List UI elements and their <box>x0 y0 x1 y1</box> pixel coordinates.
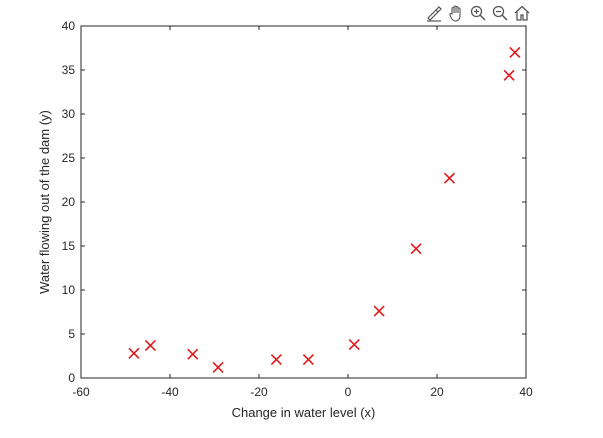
data-point-marker <box>373 305 385 317</box>
x-tick-label: 40 <box>519 385 533 399</box>
data-point-marker <box>212 361 224 374</box>
data-point-marker <box>128 347 140 359</box>
x-tick-label: 0 <box>345 385 352 399</box>
y-axis: 0 5 10 15 20 25 30 35 40 <box>62 19 526 385</box>
y-tick-label: 25 <box>62 151 76 165</box>
brush-icon[interactable] <box>424 3 444 23</box>
y-tick-label: 15 <box>62 239 76 253</box>
y-tick-label: 35 <box>62 63 76 77</box>
x-tick-label: -20 <box>250 385 268 399</box>
zoom-in-icon[interactable] <box>468 3 488 23</box>
x-tick-label: -40 <box>161 385 179 399</box>
axes-toolbar <box>424 3 532 25</box>
y-tick-label: 10 <box>62 283 76 297</box>
x-axis-label: Change in water level (x) <box>232 405 376 420</box>
y-tick-label: 5 <box>68 327 75 341</box>
data-point-marker <box>503 69 515 81</box>
data-point-marker <box>302 353 314 366</box>
zoom-out-icon[interactable] <box>490 3 510 23</box>
data-points <box>128 46 521 374</box>
data-point-marker <box>443 172 456 184</box>
x-tick-label: 20 <box>430 385 444 399</box>
x-axis: -60 -40 -20 0 20 40 <box>72 26 533 399</box>
data-point-marker <box>348 338 360 351</box>
data-point-marker <box>187 348 199 360</box>
y-tick-label: 20 <box>62 195 76 209</box>
data-point-marker <box>270 353 282 366</box>
data-point-marker <box>144 339 156 352</box>
data-point-marker <box>509 46 521 58</box>
plot-area <box>80 25 527 379</box>
home-icon[interactable] <box>512 3 532 23</box>
y-axis-label: Water flowing out of the dam (y) <box>37 110 52 294</box>
y-tick-label: 30 <box>62 107 76 121</box>
pan-hand-icon[interactable] <box>446 3 466 23</box>
y-tick-label: 40 <box>62 19 76 33</box>
data-point-marker <box>410 243 422 255</box>
x-tick-label: -60 <box>72 385 90 399</box>
y-tick-label: 0 <box>68 371 75 385</box>
